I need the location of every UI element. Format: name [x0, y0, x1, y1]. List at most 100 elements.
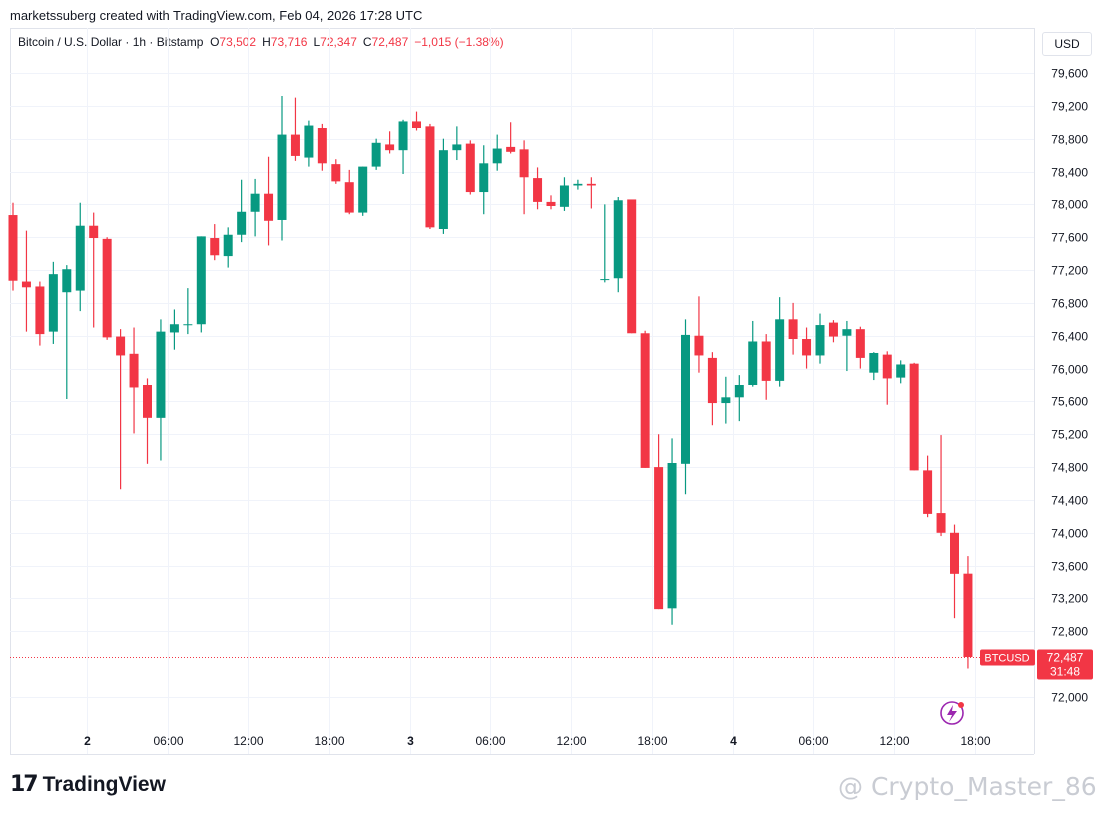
candle[interactable]: [438, 138, 448, 234]
candle[interactable]: [210, 224, 220, 261]
candle[interactable]: [156, 319, 166, 461]
candle[interactable]: [573, 179, 583, 190]
candle[interactable]: [317, 123, 327, 171]
price-tick-label: 72,800: [1051, 625, 1088, 639]
candle[interactable]: [35, 281, 45, 346]
currency-button[interactable]: USD: [1042, 32, 1092, 56]
candle[interactable]: [331, 159, 341, 184]
candle[interactable]: [828, 320, 838, 343]
candle[interactable]: [129, 327, 139, 434]
candle-body: [438, 150, 448, 229]
candle[interactable]: [169, 309, 179, 350]
candle[interactable]: [290, 97, 300, 161]
candle[interactable]: [600, 204, 610, 283]
candle[interactable]: [465, 140, 475, 195]
candle[interactable]: [909, 362, 919, 471]
candle[interactable]: [143, 378, 152, 464]
candle[interactable]: [344, 169, 354, 215]
price-tag-countdown: 31:48: [1050, 665, 1080, 679]
candle[interactable]: [855, 326, 865, 369]
price-tick-label: 79,200: [1051, 100, 1088, 114]
chart-attribution: marketssuberg created with TradingView.c…: [10, 8, 423, 23]
candle[interactable]: [398, 119, 408, 174]
time-tick-label: 12:00: [233, 734, 263, 748]
high-label: H: [262, 35, 271, 49]
candle[interactable]: [842, 320, 852, 372]
candle[interactable]: [371, 138, 381, 170]
candle[interactable]: [896, 360, 906, 384]
candle-body: [290, 134, 300, 156]
candle[interactable]: [775, 297, 785, 387]
candle[interactable]: [506, 122, 516, 154]
candle[interactable]: [559, 177, 569, 211]
candle[interactable]: [681, 319, 690, 495]
candle[interactable]: [640, 330, 650, 468]
candle[interactable]: [802, 327, 812, 369]
candle-body: [748, 341, 758, 385]
candle[interactable]: [869, 352, 879, 381]
tradingview-logo[interactable]: 17 TradingView: [10, 772, 166, 797]
candle-body: [196, 236, 206, 325]
candle[interactable]: [667, 438, 677, 625]
candle[interactable]: [223, 227, 233, 268]
candle[interactable]: [264, 156, 274, 246]
candle[interactable]: [183, 288, 193, 335]
candle-body: [237, 211, 247, 235]
candle[interactable]: [519, 140, 529, 215]
candle[interactable]: [277, 95, 287, 241]
candle[interactable]: [385, 131, 395, 154]
candle-body: [869, 352, 879, 373]
candle-body: [35, 286, 45, 335]
candle[interactable]: [425, 123, 435, 229]
candle[interactable]: [75, 202, 85, 312]
candle-body: [465, 143, 475, 193]
candle[interactable]: [613, 196, 623, 293]
candle[interactable]: [304, 120, 314, 167]
candle[interactable]: [533, 167, 543, 210]
candle[interactable]: [950, 524, 959, 619]
candle[interactable]: [761, 334, 771, 400]
candle[interactable]: [748, 320, 758, 387]
price-tick-label: 76,800: [1051, 297, 1088, 311]
candle[interactable]: [923, 455, 933, 518]
candle[interactable]: [89, 212, 99, 328]
candle[interactable]: [936, 435, 946, 537]
symbol-tag: [980, 649, 1035, 666]
candle[interactable]: [546, 195, 556, 210]
candle[interactable]: [196, 236, 206, 333]
candle-body: [613, 200, 623, 279]
candle-body: [102, 238, 112, 338]
candle[interactable]: [627, 199, 637, 334]
price-tick-label: 78,000: [1051, 198, 1088, 212]
candle-body: [654, 467, 664, 610]
candle[interactable]: [882, 351, 892, 405]
candle[interactable]: [452, 126, 462, 161]
candle[interactable]: [788, 302, 798, 355]
candle[interactable]: [62, 265, 72, 399]
candle[interactable]: [8, 202, 18, 291]
candle-body: [143, 385, 152, 418]
time-tick-label: 4: [730, 734, 737, 748]
candle[interactable]: [694, 296, 704, 373]
candle[interactable]: [707, 352, 717, 426]
candle[interactable]: [358, 166, 368, 216]
candle[interactable]: [654, 434, 664, 610]
candle[interactable]: [479, 145, 489, 215]
candle[interactable]: [721, 376, 731, 424]
candle[interactable]: [492, 134, 502, 171]
candle[interactable]: [116, 329, 126, 490]
candle[interactable]: [412, 111, 421, 131]
candle-body: [317, 128, 327, 164]
candle[interactable]: [963, 556, 973, 669]
candle[interactable]: [586, 177, 596, 209]
candle[interactable]: [102, 237, 112, 340]
candle[interactable]: [237, 179, 247, 243]
candle[interactable]: [815, 313, 825, 364]
candle-body: [694, 335, 704, 356]
logo-mark-icon: 17: [10, 772, 39, 797]
candle[interactable]: [250, 178, 260, 237]
candle[interactable]: [21, 230, 31, 332]
candle[interactable]: [734, 375, 744, 422]
candle[interactable]: [48, 261, 58, 344]
